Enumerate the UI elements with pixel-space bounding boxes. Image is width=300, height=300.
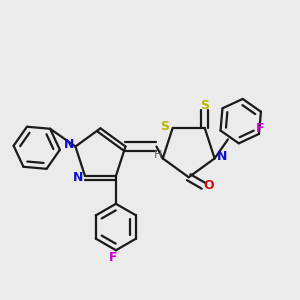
Text: H: H: [154, 150, 162, 160]
Text: N: N: [63, 139, 74, 152]
Text: F: F: [256, 122, 265, 135]
Text: S: S: [160, 120, 169, 133]
Text: N: N: [73, 171, 83, 184]
Text: S: S: [200, 99, 209, 112]
Text: N: N: [217, 150, 227, 164]
Text: O: O: [204, 179, 214, 192]
Text: F: F: [109, 251, 117, 265]
